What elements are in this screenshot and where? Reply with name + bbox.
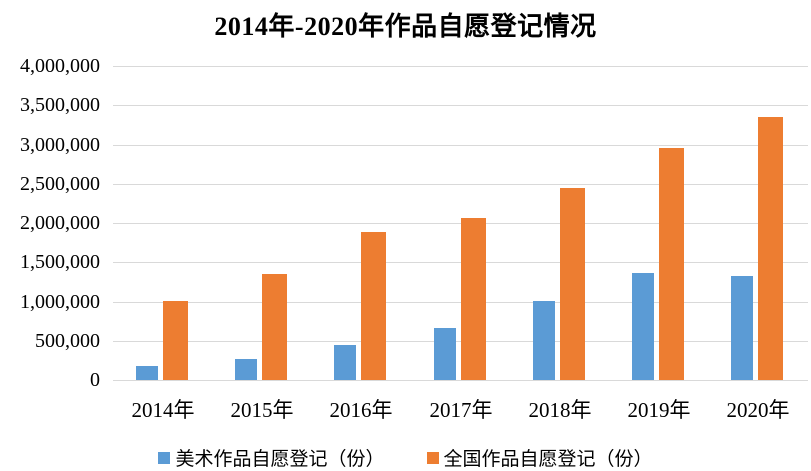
bar-series-0-2019年 [632,273,654,380]
legend-label: 全国作品自愿登记（份） [443,449,653,470]
gridline [113,301,808,303]
x-tick-label: 2016年 [329,398,393,422]
bar-series-1-2017年 [461,218,486,380]
bar-series-1-2018年 [560,188,585,380]
legend-swatch-icon [426,451,439,464]
bar-series-1-2014年 [163,301,188,380]
y-tick-label: 500,000 [35,329,100,352]
gridline [113,262,808,264]
x-tick-label: 2020年 [726,398,790,422]
bar-series-0-2015年 [235,359,257,380]
legend-label: 美术作品自愿登记（份） [175,449,385,470]
gridline [113,105,808,107]
gridline [113,380,808,381]
bar-series-0-2014年 [136,366,158,380]
bar-series-1-2019年 [659,148,684,380]
gridline [113,183,808,185]
y-tick-label: 4,000,000 [20,55,100,77]
legend-item: 全国作品自愿登记（份） [426,444,653,471]
y-tick-label: 1,000,000 [20,290,100,313]
x-tick-label: 2014年 [131,398,195,422]
chart-title: 2014年-2020年作品自愿登记情况 [214,12,597,41]
y-tick-label: 2,000,000 [20,212,100,234]
y-tick-label: 3,000,000 [20,133,100,156]
x-tick-label: 2019年 [627,398,691,422]
x-tick-label: 2017年 [429,398,493,422]
x-tick-label: 2018年 [528,398,592,422]
gridline [113,66,808,67]
y-tick-label: 0 [90,369,100,391]
legend-swatch-icon [158,451,171,464]
bar-series-0-2017年 [434,328,456,380]
x-tick-label: 2015年 [230,398,294,422]
y-tick-label: 1,500,000 [20,251,100,274]
bar-series-0-2018年 [533,301,555,380]
bar-series-1-2020年 [758,117,783,380]
plot-area [113,66,808,381]
y-tick-label: 2,500,000 [20,172,100,195]
legend: 美术作品自愿登记（份） 全国作品自愿登记（份） [0,444,811,471]
bar-series-0-2016年 [334,345,356,380]
gridline [113,340,808,342]
y-tick-label: 3,500,000 [20,94,100,117]
bar-series-0-2020年 [731,276,753,380]
legend-item: 美术作品自愿登记（份） [158,444,385,471]
bar-series-1-2015年 [262,274,287,380]
bar-series-1-2016年 [361,232,386,380]
gridline [113,223,808,224]
gridline [113,144,808,146]
